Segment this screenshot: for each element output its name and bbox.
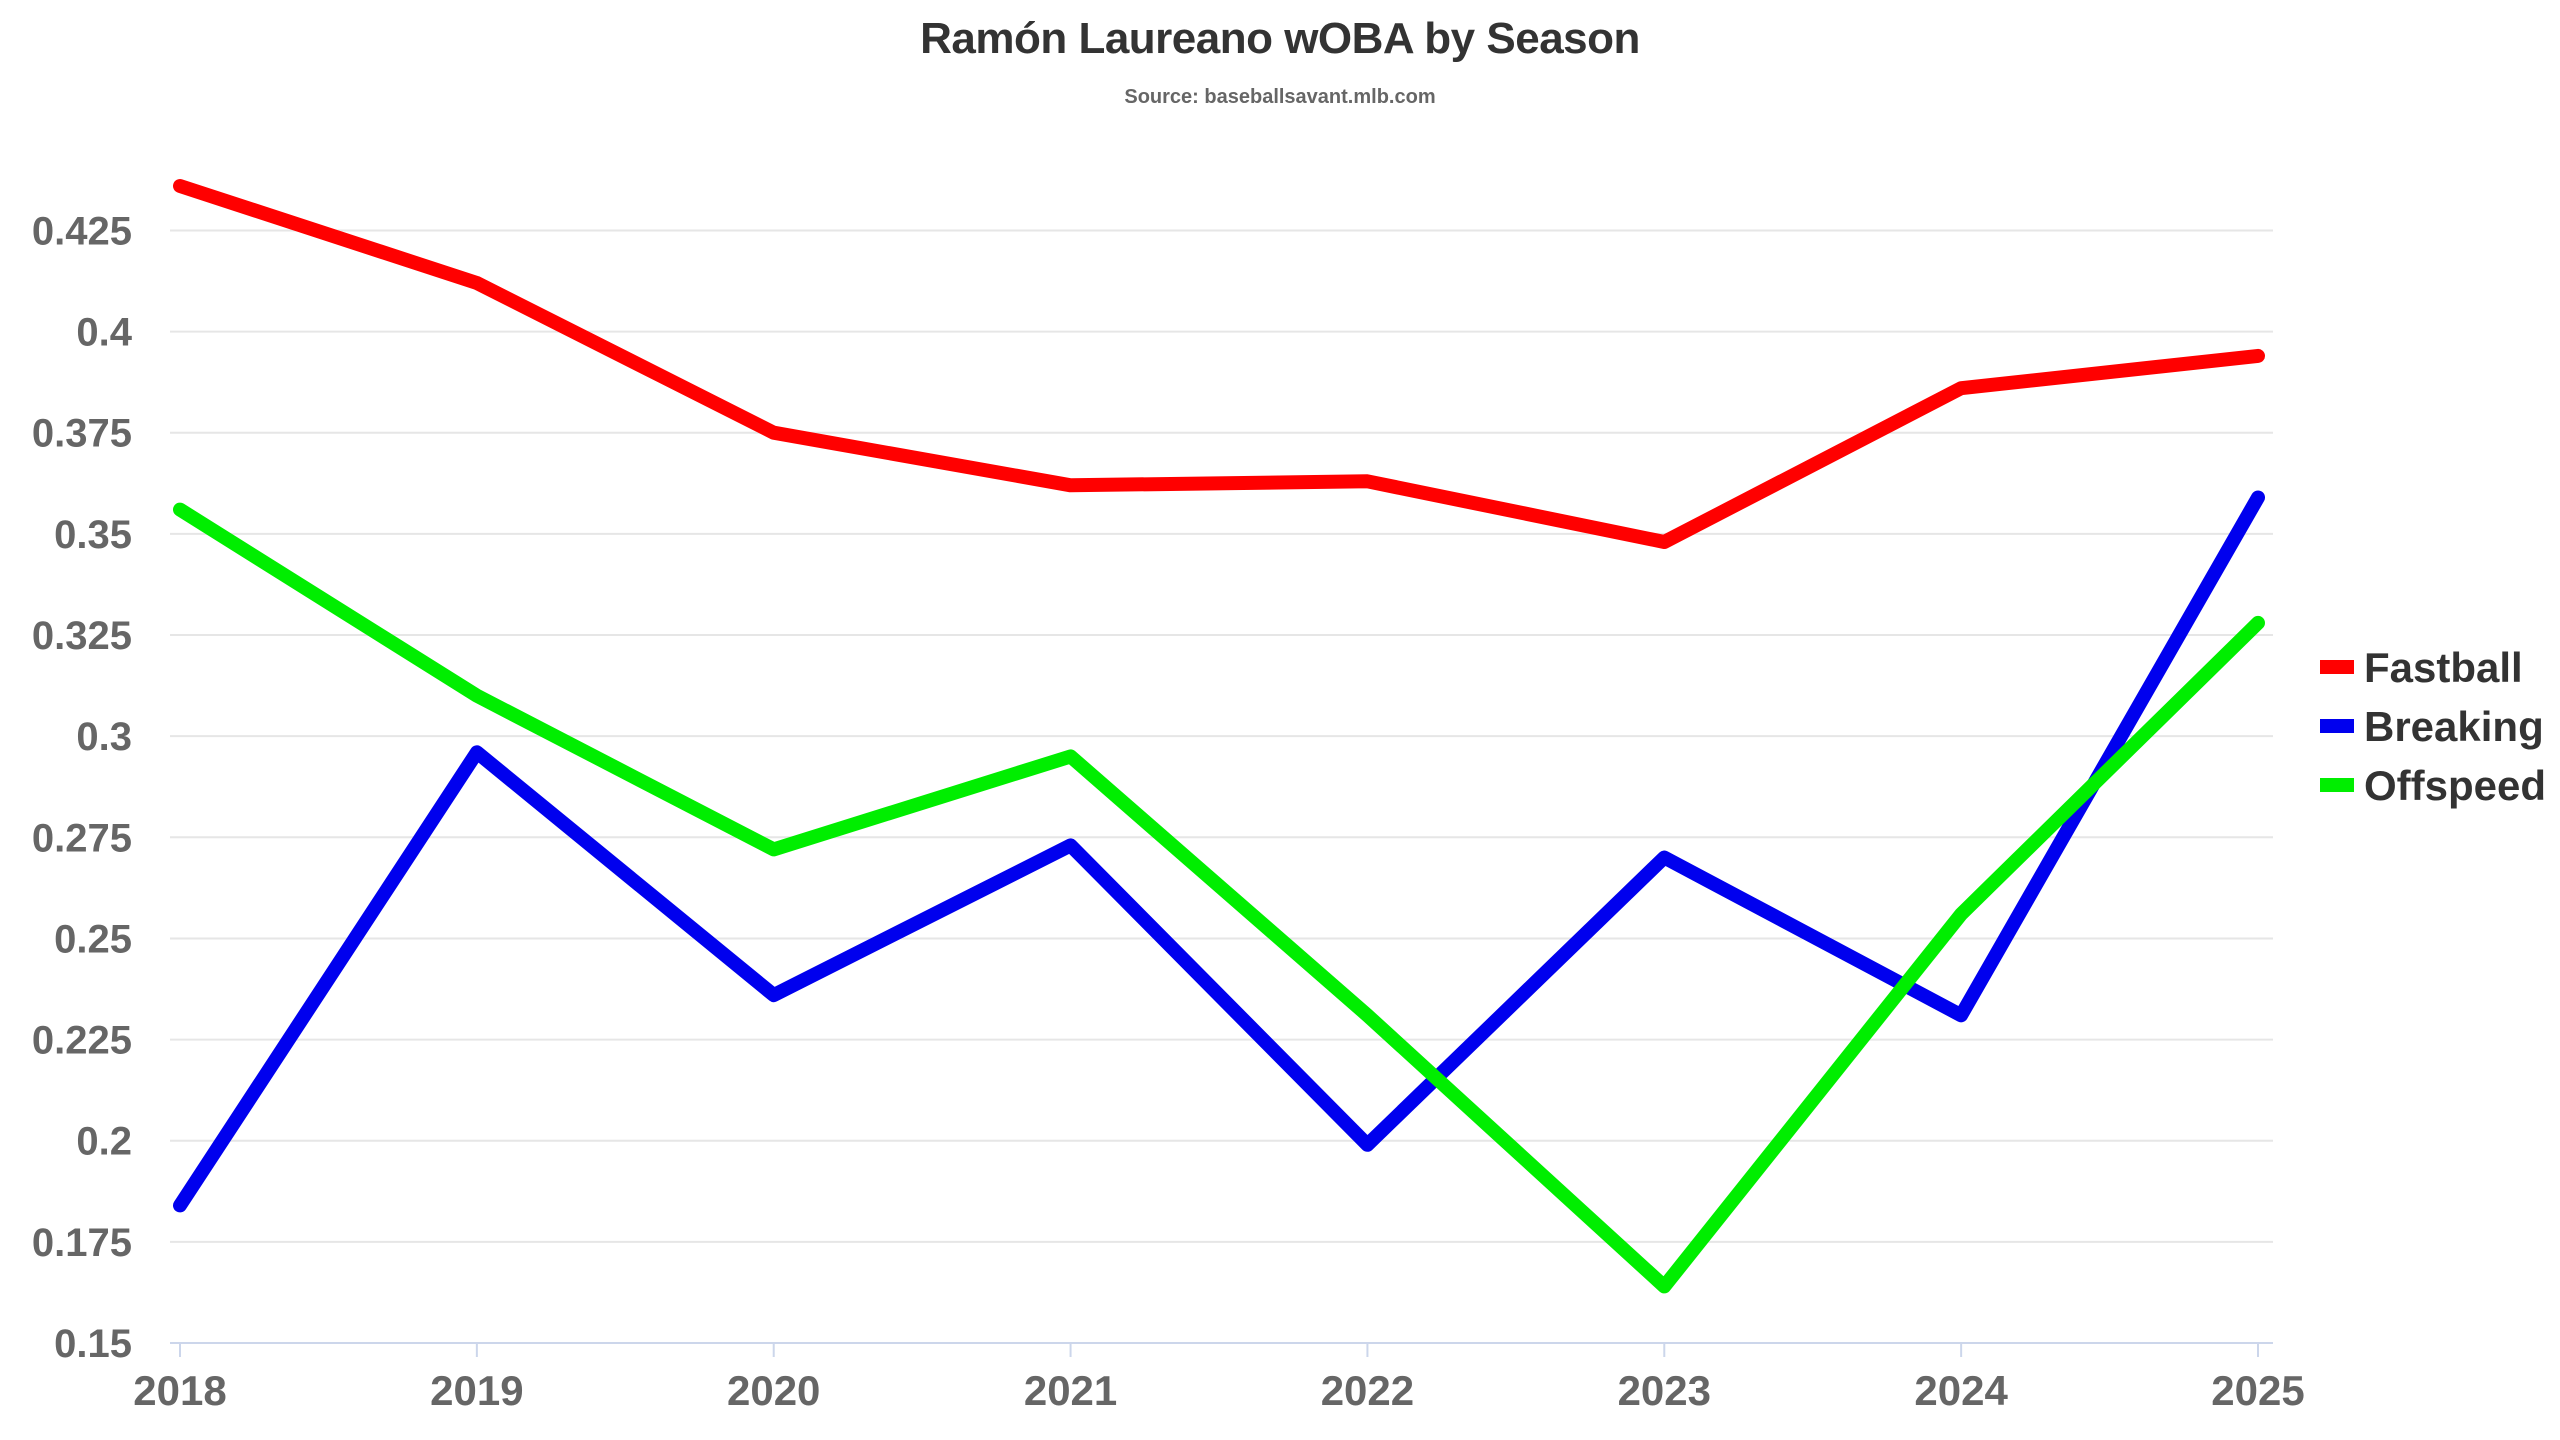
y-tick-label: 0.325 <box>32 614 132 658</box>
series-line-offspeed <box>173 502 2265 1294</box>
y-tick-label: 0.35 <box>54 513 132 557</box>
y-tick-label: 0.225 <box>32 1019 132 1063</box>
chart-subtitle: Source: baseballsavant.mlb.com <box>1124 86 1436 108</box>
legend: Fastball Breaking Offspeed <box>2320 644 2546 809</box>
y-tick-label: 0.425 <box>32 209 132 253</box>
y-tick-label: 0.15 <box>54 1322 132 1366</box>
legend-item-fastball[interactable]: Fastball <box>2320 644 2523 691</box>
series-line-breaking <box>173 490 2265 1213</box>
x-tick-label: 2024 <box>1914 1367 2008 1414</box>
y-tick-label: 0.275 <box>32 816 132 860</box>
legend-item-offspeed[interactable]: Offspeed <box>2320 762 2546 809</box>
chart-title: Ramón Laureano wOBA by Season <box>920 14 1640 63</box>
legend-item-breaking[interactable]: Breaking <box>2320 703 2544 750</box>
legend-label: Offspeed <box>2364 762 2546 809</box>
x-tick-label: 2020 <box>727 1367 820 1414</box>
legend-label: Fastball <box>2364 644 2523 691</box>
y-tick-label: 0.4 <box>76 311 132 355</box>
x-tick-label: 2022 <box>1321 1367 1414 1414</box>
x-tick-label: 2021 <box>1024 1367 1117 1414</box>
x-tick-label: 2023 <box>1618 1367 1711 1414</box>
y-tick-label: 0.375 <box>32 412 132 456</box>
gridlines <box>170 229 2273 1243</box>
y-tick-label: 0.175 <box>32 1221 132 1265</box>
legend-label: Breaking <box>2364 703 2544 750</box>
series-lines <box>173 179 2265 1294</box>
x-tick-label: 2018 <box>133 1367 226 1414</box>
series-line-fastball <box>173 179 2265 549</box>
axes: 0.15 0.175 0.2 0.225 0.25 0.275 0.3 0.325 0.35 0.… <box>32 209 2305 1414</box>
y-tick-label: 0.2 <box>76 1120 132 1164</box>
y-tick-label: 0.25 <box>54 917 132 961</box>
x-tick-label: 2019 <box>430 1367 523 1414</box>
y-tick-label: 0.3 <box>76 715 132 759</box>
x-tick-label: 2025 <box>2211 1367 2304 1414</box>
